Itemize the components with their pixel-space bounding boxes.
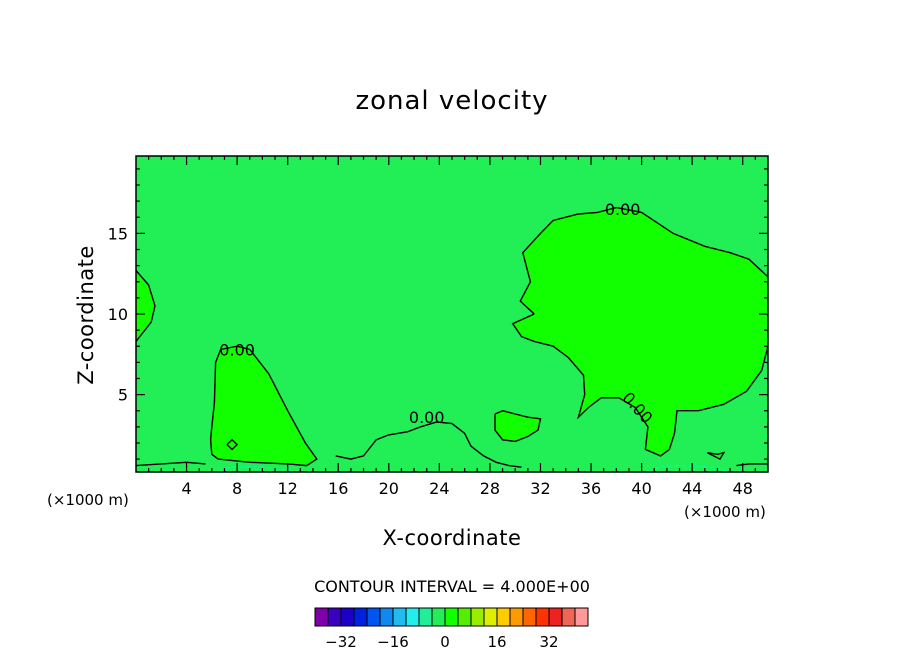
colorbar-swatch: [379, 607, 394, 627]
negative-contour-line: [211, 465, 295, 472]
zero-contour-line: [209, 345, 318, 467]
colorbar-swatch: [353, 607, 368, 627]
colorbar-swatch: [496, 607, 511, 627]
x-tick-label: 32: [530, 479, 550, 498]
contour-interval-label: CONTOUR INTERVAL = 4.000E+00: [314, 577, 590, 596]
x-tick-label: 36: [581, 479, 601, 498]
contour-label: 0.00: [409, 408, 445, 427]
x-origin-units-label: (×1000 m): [47, 491, 129, 509]
chart-title: zonal velocity: [355, 86, 549, 116]
colorbar-tick-label: 16: [487, 633, 506, 651]
x-tick-label: 8: [232, 479, 242, 498]
colorbar-swatch: [366, 607, 381, 627]
x-tick-label: 48: [733, 479, 753, 498]
positive-region-left: [136, 270, 155, 342]
x-tick-label: 16: [328, 479, 348, 498]
colorbar-swatch: [340, 607, 355, 627]
zero-contour-line: [136, 270, 156, 342]
colorbar-swatch: [418, 607, 433, 627]
zero-contour-line: [494, 409, 542, 443]
x-tick-label: 44: [682, 479, 702, 498]
x-tick-label: 12: [278, 479, 298, 498]
zero-contour-line: [335, 421, 522, 468]
contour-label: 0.00: [605, 200, 641, 219]
positive-region: [495, 410, 541, 442]
zero-contour-line: [706, 451, 726, 461]
colorbar-swatch: [392, 607, 407, 627]
colorbar-swatch: [522, 607, 537, 627]
colorbar: −32 −16 0 16 32: [314, 607, 589, 651]
colorbar-tick-label: 0: [440, 633, 450, 651]
colorbar-swatch: [444, 607, 459, 627]
colorbar-swatch: [327, 607, 342, 627]
x-tick-label: 4: [181, 479, 191, 498]
y-tick-label: 10: [108, 305, 128, 324]
colorbar-swatch: [431, 607, 446, 627]
colorbar-tick-label: −32: [325, 633, 357, 651]
colorbar-swatch: [561, 607, 576, 627]
x-tick-label: 24: [429, 479, 449, 498]
y-tick-label: 15: [108, 224, 128, 243]
y-axis-label: Z-coordinate: [74, 245, 98, 385]
positive-region: [512, 207, 768, 456]
x-axis-label: X-coordinate: [382, 526, 522, 550]
colorbar-swatch: [483, 607, 498, 627]
colorbar-swatch: [509, 607, 524, 627]
x-tick-label: 40: [631, 479, 651, 498]
zero-contour-line: [136, 461, 206, 467]
colorbar-swatch: [314, 607, 329, 627]
x-axis-units-label: (×1000 m): [684, 503, 766, 521]
x-tick-label: 28: [480, 479, 500, 498]
colorbar-tick-label: −16: [377, 633, 409, 651]
colorbar-swatch: [535, 607, 550, 627]
positive-region: [210, 346, 317, 466]
colorbar-swatch: [574, 607, 589, 627]
colorbar-swatch: [405, 607, 420, 627]
colorbar-swatch: [470, 607, 485, 627]
zero-contour-line: [511, 206, 768, 457]
plot-area: 0.000.000.00 0.004 8 12 16 20 24 28 32 36 40 44 4851…: [108, 155, 769, 498]
zero-contour-line: [736, 463, 768, 467]
contour-label: 0.00: [219, 340, 255, 359]
y-tick-label: 5: [118, 386, 128, 405]
zero-contour-line: [226, 438, 239, 451]
colorbar-swatch: [548, 607, 563, 627]
colorbar-swatch: [457, 607, 472, 627]
x-tick-label: 20: [379, 479, 399, 498]
colorbar-tick-label: 32: [539, 633, 558, 651]
